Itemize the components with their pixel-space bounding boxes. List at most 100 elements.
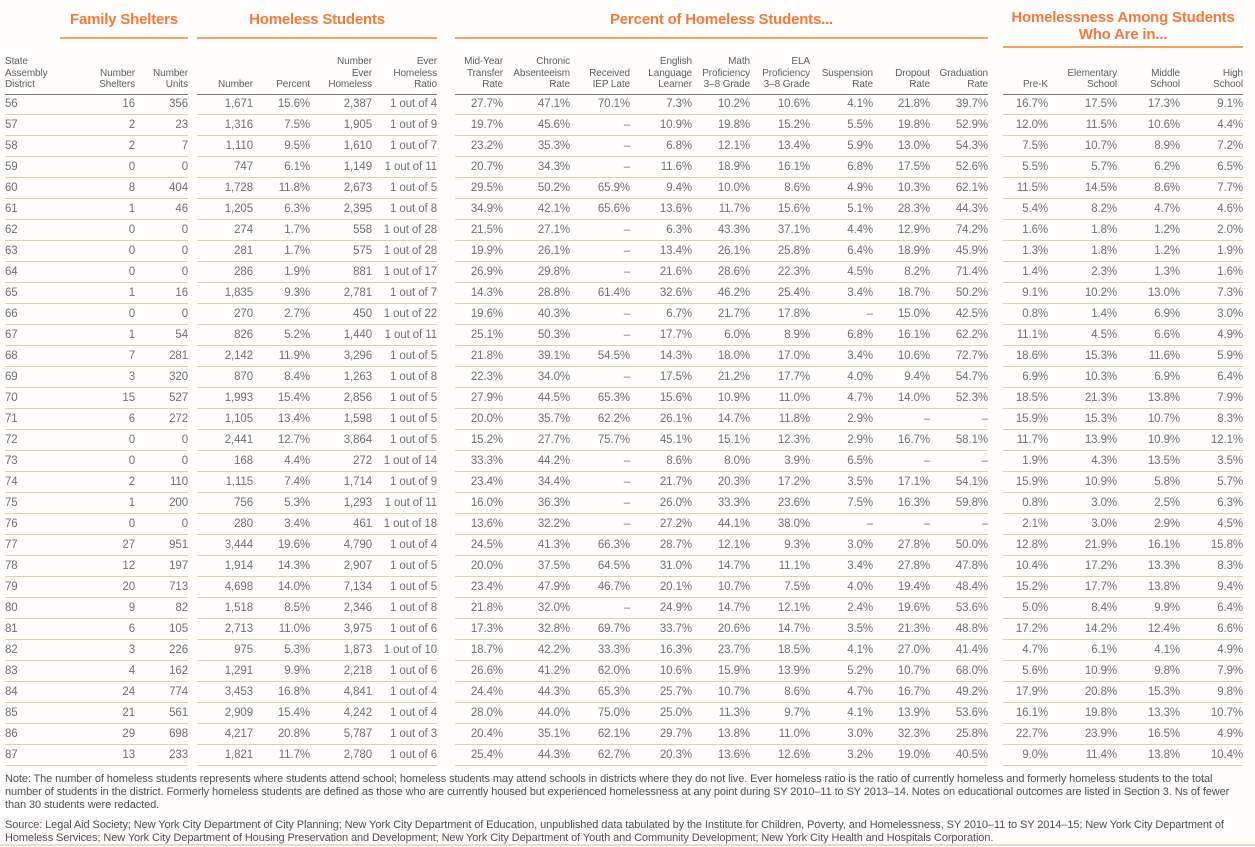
cell-pre-k: 0.8% — [1003, 304, 1048, 325]
cell-middle-school: 2.5% — [1117, 493, 1180, 514]
cell-mid-year-transfer-rate: 17.3% — [455, 619, 503, 640]
group-gap — [188, 262, 197, 283]
cell-pre-k: 9.1% — [1003, 283, 1048, 304]
cell-ever-homeless-ratio: 1 out of 5 — [372, 388, 437, 409]
cell-math-proficiency: 15.1% — [692, 430, 750, 451]
cell-dropout-rate: 10.6% — [873, 346, 930, 367]
cell-math-proficiency: 13.8% — [692, 724, 750, 745]
cell-percent: 9.5% — [253, 136, 310, 157]
cell-number-units: 713 — [135, 577, 188, 598]
cell-middle-school: 13.8% — [1117, 388, 1180, 409]
table-row: 70 15 527 1,993 15.4% 2,856 1 out of 5 27.9% 44.… — [5, 388, 1243, 409]
column-header-district: State Assembly District — [5, 56, 60, 95]
cell-received-iep-late: 62.7% — [570, 745, 630, 766]
table-row: 59 0 0 747 6.1% 1,149 1 out of 11 20.7% 34.3% –11… — [5, 157, 1243, 178]
column-header-pre-k: Pre-K — [1003, 56, 1048, 95]
cell-received-iep-late: – — [570, 262, 630, 283]
cell-graduation-rate: 52.3% — [930, 388, 988, 409]
cell-chronic-absenteeism-rate: 35.1% — [503, 724, 570, 745]
cell-percent: 11.7% — [253, 745, 310, 766]
group-gap — [188, 409, 197, 430]
cell-percent: 6.3% — [253, 199, 310, 220]
cell-high-school: 3.0% — [1180, 304, 1243, 325]
cell-pre-k: 5.0% — [1003, 598, 1048, 619]
table-body: 56 16 356 1,671 15.6% 2,387 1 out of 4 27.7% 47.… — [5, 94, 1243, 766]
cell-chronic-absenteeism-rate: 27.1% — [503, 220, 570, 241]
cell-chronic-absenteeism-rate: 27.7% — [503, 430, 570, 451]
cell-dropout-rate: 18.9% — [873, 241, 930, 262]
cell-elementary-school: 8.2% — [1048, 199, 1117, 220]
cell-graduation-rate: 50.0% — [930, 535, 988, 556]
group-gap — [988, 304, 1003, 325]
cell-elementary-school: 10.3% — [1048, 367, 1117, 388]
cell-elementary-school: 8.4% — [1048, 598, 1117, 619]
group-gap — [988, 682, 1003, 703]
cell-chronic-absenteeism-rate: 41.3% — [503, 535, 570, 556]
cell-number: 274 — [197, 220, 253, 241]
cell-number-ever-homeless: 2,218 — [310, 661, 372, 682]
table-row: 78 12 197 1,914 14.3% 2,907 1 out of 5 20.0% 37.… — [5, 556, 1243, 577]
cell-number-shelters: 0 — [60, 514, 135, 535]
cell-suspension-rate: 4.0% — [810, 367, 873, 388]
cell-number-units: 774 — [135, 682, 188, 703]
cell-mid-year-transfer-rate: 22.3% — [455, 367, 503, 388]
cell-received-iep-late: 75.0% — [570, 703, 630, 724]
cell-math-proficiency: 20.6% — [692, 619, 750, 640]
cell-graduation-rate: 45.9% — [930, 241, 988, 262]
cell-ela-proficiency: 17.0% — [750, 346, 810, 367]
cell-suspension-rate: 4.5% — [810, 262, 873, 283]
group-gap — [437, 346, 455, 367]
cell-english-language-learner: 25.0% — [630, 703, 692, 724]
cell-chronic-absenteeism-rate: 40.3% — [503, 304, 570, 325]
group-gap — [988, 619, 1003, 640]
cell-elementary-school: 13.9% — [1048, 430, 1117, 451]
cell-dropout-rate: 28.3% — [873, 199, 930, 220]
cell-number-shelters: 0 — [60, 262, 135, 283]
cell-suspension-rate: 3.0% — [810, 724, 873, 745]
group-gap — [188, 325, 197, 346]
cell-district: 70 — [5, 388, 60, 409]
cell-dropout-rate: 9.4% — [873, 367, 930, 388]
column-header-mid-year-transfer-rate: Mid-Year Transfer Rate — [455, 56, 503, 95]
cell-district: 62 — [5, 220, 60, 241]
cell-high-school: 9.8% — [1180, 682, 1243, 703]
cell-number-ever-homeless: 461 — [310, 514, 372, 535]
cell-graduation-rate: 44.3% — [930, 199, 988, 220]
cell-dropout-rate: 18.7% — [873, 283, 930, 304]
cell-number: 270 — [197, 304, 253, 325]
cell-number: 2,713 — [197, 619, 253, 640]
group-gap — [437, 451, 455, 472]
cell-pre-k: 1.6% — [1003, 220, 1048, 241]
cell-received-iep-late: 65.6% — [570, 199, 630, 220]
cell-graduation-rate: 68.0% — [930, 661, 988, 682]
cell-middle-school: 13.8% — [1117, 577, 1180, 598]
group-gap — [988, 94, 1003, 115]
cell-chronic-absenteeism-rate: 26.1% — [503, 241, 570, 262]
group-gap — [188, 283, 197, 304]
cell-number: 4,217 — [197, 724, 253, 745]
cell-suspension-rate: 2.4% — [810, 598, 873, 619]
cell-district: 59 — [5, 157, 60, 178]
cell-elementary-school: 21.3% — [1048, 388, 1117, 409]
cell-dropout-rate: 27.8% — [873, 535, 930, 556]
group-underline-rule — [1003, 46, 1243, 48]
group-gap — [188, 703, 197, 724]
cell-math-proficiency: 21.7% — [692, 304, 750, 325]
table-row: 67 1 54 826 5.2% 1,440 1 out of 11 25.1% 50.3% –1… — [5, 325, 1243, 346]
cell-high-school: 7.9% — [1180, 388, 1243, 409]
group-gap — [437, 535, 455, 556]
cell-number-units: 7 — [135, 136, 188, 157]
cell-number: 1,205 — [197, 199, 253, 220]
table-row: 75 1 200 756 5.3% 1,293 1 out of 11 16.0% 36.3% –… — [5, 493, 1243, 514]
cell-math-proficiency: 14.7% — [692, 409, 750, 430]
cell-dropout-rate: 12.9% — [873, 220, 930, 241]
cell-suspension-rate: 5.2% — [810, 661, 873, 682]
cell-pre-k: 18.6% — [1003, 346, 1048, 367]
cell-mid-year-transfer-rate: 21.8% — [455, 598, 503, 619]
cell-percent: 9.9% — [253, 661, 310, 682]
cell-suspension-rate: 3.0% — [810, 535, 873, 556]
cell-ever-homeless-ratio: 1 out of 4 — [372, 682, 437, 703]
group-gap — [988, 283, 1003, 304]
cell-district: 77 — [5, 535, 60, 556]
group-gap — [437, 157, 455, 178]
